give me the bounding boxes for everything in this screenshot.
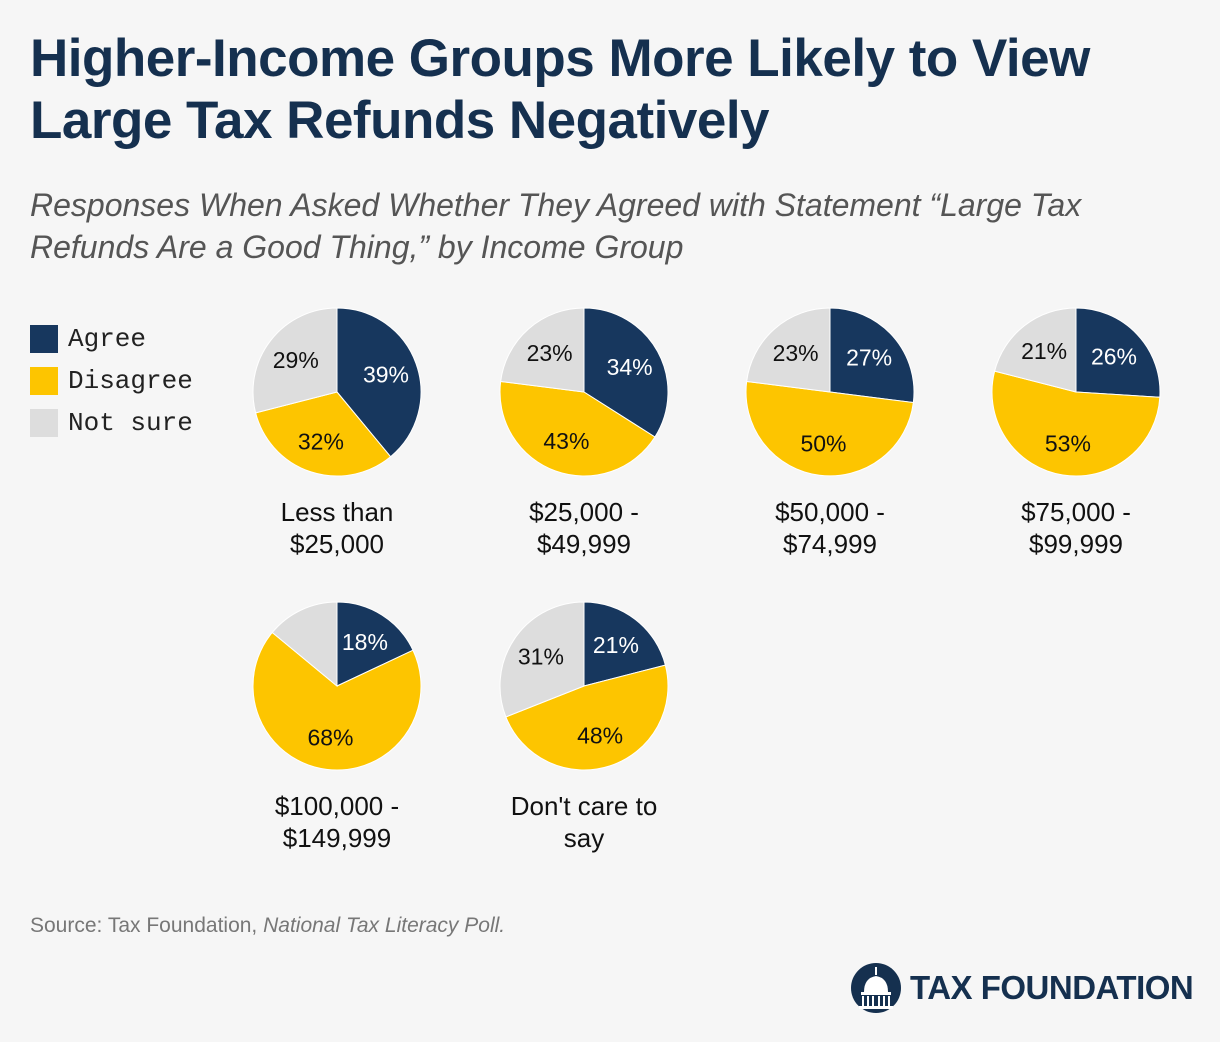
pie-5-value-label-disagree: 68% <box>307 725 353 751</box>
pie-3-slice-disagree <box>745 380 914 477</box>
pie-4-slice-agree <box>1075 307 1161 398</box>
legend-swatch-agree <box>30 325 58 353</box>
pie-4-category-label-line-2: $99,999 <box>1029 529 1123 559</box>
pie-1-slice-not-sure <box>252 307 338 414</box>
pie-4-category-label-line-1: $75,000 - <box>1021 497 1131 527</box>
pie-3-value-label-agree: 27% <box>846 345 892 371</box>
pie-3-value-label-disagree: 50% <box>800 431 846 457</box>
pie-4-value-label-not-sure: 21% <box>1021 338 1067 364</box>
pie-chart-5: 18% 68% <box>252 601 422 771</box>
pie-6-category-label: Don't care to say <box>454 790 714 854</box>
legend-swatch-disagree <box>30 367 58 395</box>
pie-2-value-label-agree: 34% <box>607 354 653 380</box>
source-note: Source: Tax Foundation, National Tax Lit… <box>30 914 505 938</box>
pie-5-value-label-agree: 18% <box>342 629 388 655</box>
pie-6-value-label-disagree: 48% <box>577 723 623 749</box>
pie-1-value-label-disagree: 32% <box>298 429 344 455</box>
chart-title: Higher-Income Groups More Likely to View… <box>30 28 1190 152</box>
chart-title-line-2: Large Tax Refunds Negatively <box>30 91 770 150</box>
legend-label-not-sure: Not sure <box>68 408 193 438</box>
pie-2-slice-disagree <box>499 380 656 477</box>
pie-1-slice-disagree <box>255 391 392 477</box>
legend-label-agree: Agree <box>68 324 147 354</box>
pie-chart-1: 39% 32% 29% <box>252 307 422 477</box>
pie-1-value-label-not-sure: 29% <box>273 347 319 373</box>
pie-3-slice-not-sure <box>746 307 831 393</box>
capitol-dome-icon <box>851 963 901 1013</box>
pie-6-slice-disagree <box>505 664 669 771</box>
pie-6-category-label-line-2: say <box>563 823 605 853</box>
pie-4-value-label-agree: 26% <box>1091 343 1137 369</box>
pie-4-category-label: $75,000 - $99,999 <box>946 496 1206 560</box>
pie-1-slice-agree <box>336 307 422 458</box>
chart-subtitle: Responses When Asked Whether They Agreed… <box>30 184 1200 268</box>
pie-2-value-label-disagree: 43% <box>543 428 589 454</box>
pie-6-value-label-agree: 21% <box>593 632 639 658</box>
chart-title-line-1: Higher-Income Groups More Likely to View <box>30 29 1090 88</box>
chart-legend: Agree Disagree Not sure <box>30 318 193 444</box>
pie-5-category-label: $100,000 - $149,999 <box>207 790 467 854</box>
pie-chart-2: 34% 43% 23% <box>499 307 669 477</box>
pie-6-value-label-not-sure: 31% <box>518 644 564 670</box>
pie-5-slice-disagree <box>252 631 422 771</box>
pie-3-category-label-line-1: $50,000 - <box>775 497 885 527</box>
pie-3-value-label-not-sure: 23% <box>773 340 819 366</box>
pie-2-category-label-line-1: $25,000 - <box>529 497 639 527</box>
pie-2-value-label-not-sure: 23% <box>527 340 573 366</box>
legend-swatch-not-sure <box>30 409 58 437</box>
source-prefix: Source: Tax Foundation, <box>30 914 264 937</box>
legend-item-not-sure: Not sure <box>30 402 193 444</box>
chart-subtitle-line-1: Responses When Asked Whether They Agreed… <box>30 187 1082 223</box>
legend-label-disagree: Disagree <box>68 366 193 396</box>
pie-2-category-label-line-2: $49,999 <box>537 529 631 559</box>
pie-1-value-label-agree: 39% <box>363 361 409 387</box>
pie-4-slice-not-sure <box>994 307 1077 393</box>
legend-item-agree: Agree <box>30 318 193 360</box>
pie-2-slice-not-sure <box>500 307 585 393</box>
pie-2-category-label: $25,000 - $49,999 <box>454 496 714 560</box>
pie-5-slice-not-sure <box>271 601 338 688</box>
pie-4-value-label-disagree: 53% <box>1045 430 1091 456</box>
pie-6-slice-not-sure <box>499 601 585 718</box>
pie-chart-4: 26% 53% 21% <box>991 307 1161 477</box>
pie-chart-6: 21% 48% 31% <box>499 601 669 771</box>
pie-3-slice-agree <box>829 307 915 404</box>
pie-5-category-label-line-2: $149,999 <box>282 823 392 853</box>
pie-6-slice-agree <box>583 601 666 687</box>
pie-chart-3: 27% 50% 23% <box>745 307 915 477</box>
pie-3-category-label: $50,000 - $74,999 <box>700 496 960 560</box>
pie-1-category-label: Less than $25,000 <box>207 496 467 560</box>
pie-1-category-label-line-1: Less than <box>280 497 394 527</box>
pie-6-category-label-line-1: Don't care to <box>510 791 658 821</box>
pie-1-category-label-line-2: $25,000 <box>290 529 384 559</box>
pie-5-slice-agree <box>336 601 414 687</box>
pie-3-category-label-line-2: $74,999 <box>783 529 877 559</box>
logo-text: TAX FOUNDATION <box>910 969 1194 1006</box>
pie-4-slice-disagree <box>991 370 1161 477</box>
chart-subtitle-line-2: Refunds Are a Good Thing,” by Income Gro… <box>30 229 684 265</box>
pie-5-category-label-line-1: $100,000 - <box>274 791 400 821</box>
tax-foundation-logo: TAX FOUNDATION <box>850 962 1194 1014</box>
legend-item-disagree: Disagree <box>30 360 193 402</box>
source-title: National Tax Literacy Poll. <box>263 914 506 937</box>
